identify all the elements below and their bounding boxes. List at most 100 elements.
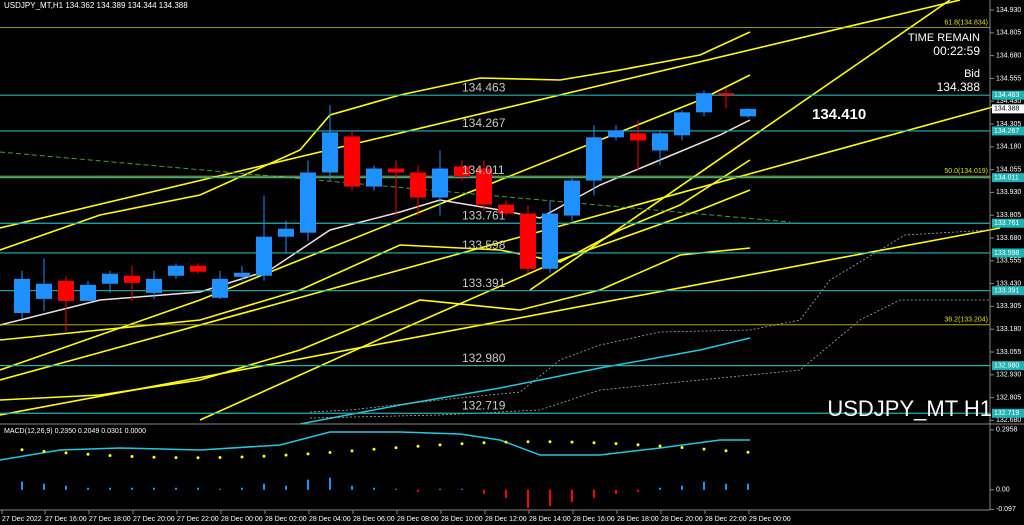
macd-signal-dot — [372, 447, 376, 451]
level-label: 133.391 — [462, 276, 506, 290]
x-tick-label: 28 Dec 08:00 — [397, 516, 439, 523]
ichimoku-cloud — [309, 299, 990, 419]
x-tick-label: 28 Dec 18:00 — [617, 516, 659, 523]
macd-bar — [659, 487, 661, 490]
y-tick-label: 134.180 — [996, 144, 1021, 151]
level-tag-label: 133.391 — [994, 288, 1019, 295]
macd-bar — [241, 487, 243, 490]
macd-bar — [439, 488, 441, 490]
level-tag — [992, 173, 1024, 183]
macd-signal-dot — [86, 452, 90, 456]
y-tick-label: 134.055 — [996, 166, 1021, 173]
macd-signal-dot — [658, 444, 662, 448]
bid: 134.388 — [937, 80, 981, 94]
x-tick-label: 28 Dec 10:00 — [441, 516, 483, 523]
macd-signal-dot — [196, 456, 200, 460]
candle-body — [212, 278, 228, 298]
time-remain-label: TIME REMAIN — [908, 32, 980, 44]
level-label: 132.719 — [462, 398, 506, 412]
fib-label: 50.0(134.019) — [944, 168, 988, 175]
bid-tag — [992, 104, 1024, 114]
trend-line — [0, 104, 1001, 381]
macd-signal-dot — [548, 440, 552, 444]
candle-body — [542, 213, 558, 269]
y-tick-label: 133.555 — [996, 258, 1021, 265]
candle-body — [146, 278, 162, 293]
macd-signal-dot — [42, 449, 46, 453]
candle-body — [256, 236, 272, 276]
macd-bar — [21, 481, 23, 490]
y-tick-label: 134.555 — [996, 75, 1021, 82]
level-label: 132.980 — [462, 351, 506, 365]
macd-bar — [87, 487, 89, 490]
candle-body — [740, 108, 756, 117]
candle-body — [322, 132, 338, 173]
macd-bar — [703, 481, 705, 490]
trend-line — [0, 227, 1001, 416]
candle-body — [476, 168, 492, 205]
candle-body — [674, 112, 690, 136]
candle-body — [344, 136, 360, 187]
macd-bar — [285, 485, 287, 490]
level-tag — [992, 286, 1024, 296]
level-tag — [992, 90, 1024, 100]
y-tick-label: 133.305 — [996, 303, 1021, 310]
fib-label: 61.8(134.834) — [944, 19, 988, 26]
candle-body — [190, 265, 206, 272]
trend-line — [529, 0, 951, 291]
x-tick-label: 28 Dec 20:00 — [661, 516, 703, 523]
y-tick-label: 133.430 — [996, 280, 1021, 287]
macd-signal-dot — [570, 440, 574, 444]
level-tag-label: 132.719 — [994, 410, 1019, 417]
macd-bar — [175, 487, 177, 490]
macd-signal-dot — [504, 440, 508, 444]
x-tick-label: 28 Dec 16:00 — [573, 516, 615, 523]
macd-signal-dot — [482, 441, 486, 445]
level-tag-label: 134.011 — [994, 174, 1019, 181]
level-tag — [992, 361, 1024, 371]
macd-bar — [681, 485, 683, 490]
macd-signal-dot — [746, 450, 750, 454]
level-label: 133.598 — [462, 238, 506, 252]
macd-bar — [571, 489, 573, 502]
macd-signal-dot — [262, 454, 266, 458]
macd-signal-dot — [724, 449, 728, 453]
candle-body — [652, 133, 668, 151]
macd-signal-dot — [394, 446, 398, 450]
candle-body — [234, 272, 250, 277]
macd-bar — [329, 477, 331, 490]
macd-bar — [351, 485, 353, 490]
macd-signal-dot — [174, 456, 178, 460]
bid-tag-label: 134.388 — [994, 106, 1019, 113]
x-tick-label: 28 Dec 04:00 — [309, 516, 351, 523]
candle-body — [410, 172, 426, 198]
level-tag — [992, 218, 1024, 228]
macd-signal-dot — [130, 454, 134, 458]
level-tag — [992, 408, 1024, 418]
x-tick-label: 28 Dec 14:00 — [529, 516, 571, 523]
y-tick-label: 132.680 — [996, 417, 1021, 424]
candle-body — [14, 278, 30, 313]
macd-bar — [43, 483, 45, 490]
macd-signal-dot — [680, 446, 684, 450]
candle-body — [718, 93, 734, 96]
macd-line — [0, 431, 750, 461]
candle-body — [432, 168, 448, 198]
macd-tick-label: 0.2958 — [996, 427, 1018, 434]
macd-bar — [373, 487, 375, 490]
y-tick-label: 133.930 — [996, 189, 1021, 196]
macd-signal-dot — [592, 441, 596, 445]
y-tick-label: 134.430 — [996, 98, 1021, 105]
macd-signal-dot — [284, 453, 288, 457]
level-label: 134.011 — [462, 163, 505, 177]
candles — [14, 88, 756, 331]
candle-body — [102, 273, 118, 284]
candle-body — [58, 280, 74, 301]
macd-bar — [461, 488, 463, 490]
level-tag-label: 134.267 — [994, 128, 1019, 135]
candle-body — [498, 204, 514, 214]
macd-label: MACD(12,26,9) 0.2350 0.2049 0.0301 0.000… — [4, 428, 146, 435]
y-tick-label: 134.930 — [996, 7, 1021, 14]
macd-signal-dot — [702, 447, 706, 451]
